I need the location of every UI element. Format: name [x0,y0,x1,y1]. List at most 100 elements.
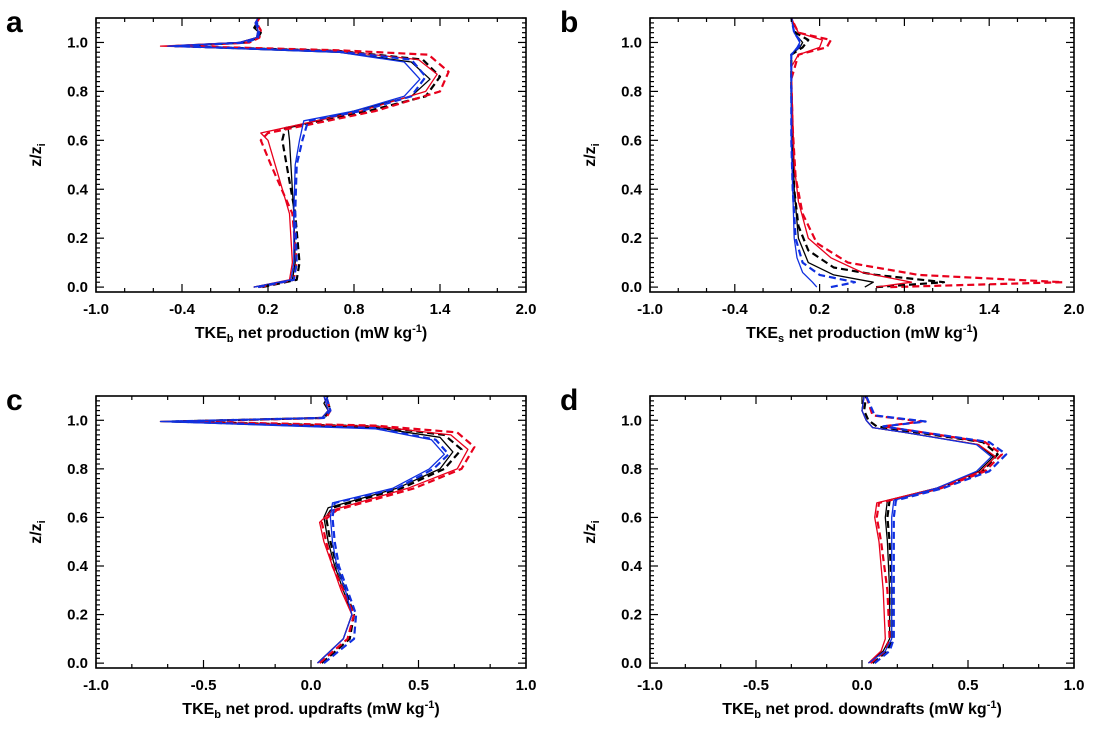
panel-label: d [560,384,578,417]
x-tick-label: 1.0 [516,677,537,694]
y-tick-label: 0.0 [67,655,88,672]
x-axis-title-superscript: -1 [412,323,422,335]
x-tick-label: 2.0 [516,301,537,318]
series-line-red-dash [180,17,450,289]
y-tick-label: 0.0 [67,279,88,296]
x-axis-title-close: ) [434,701,439,718]
y-tick-label: 0.2 [67,230,88,247]
y-tick-label: 0.6 [67,509,88,526]
x-tick-label: 2.0 [1064,301,1085,318]
x-tick-label: 0.8 [894,301,915,318]
y-tick-label: 0.2 [67,607,88,624]
x-tick-label: 0.2 [809,301,830,318]
y-tick-label: 0.6 [621,509,642,526]
x-tick-label: -1.0 [83,301,109,318]
y-tick-label: 0.6 [67,132,88,149]
y-tick-label: 0.8 [67,83,88,100]
y-tick-label: 1.0 [67,34,88,51]
y-tick-label: 0.6 [621,132,642,149]
x-axis-title-main: TKE [722,701,754,718]
plot-frame [95,17,527,293]
x-tick-label: -0.5 [191,677,217,694]
series-line-black-solid [790,17,874,288]
plot-frame [649,17,1075,293]
series-line-blue-solid [167,17,421,288]
chart-panel-a: -1.0 -0.4 0.2 0.8 1.4 2.0 0.0 0.2 0.4 0.6 0.8 1.0 TK… [6,6,536,345]
y-tick-label: 0.4 [621,181,643,198]
x-axis-title-close: ) [996,701,1001,718]
x-tick-label: 0.0 [301,677,322,694]
x-axis-title-main: TKE [746,325,778,342]
series-line-black-solid [159,395,454,664]
y-axis-title-subscript: i [590,520,602,523]
panel-label: a [6,6,23,39]
y-tick-label: 1.0 [621,412,642,429]
x-tick-label: 1.0 [1064,677,1085,694]
series-line-red-dash [790,17,1064,289]
x-tick-label: 0.2 [258,301,279,318]
y-axis-title-main: z/z [582,146,599,166]
x-axis-title-text: net prod. updrafts (mW kg [221,701,425,718]
panel-label: c [6,384,23,417]
x-axis-title-superscript: -1 [425,699,435,711]
series-line-black-dash [173,17,442,289]
x-axis-title-main: TKE [195,325,227,342]
y-axis-title: z/zi [28,143,48,167]
x-tick-label: -0.4 [169,301,196,318]
x-axis-title: TKEb net prod. downdrafts (mW kg-1) [722,699,1002,721]
x-axis-title: TKEs net production (mW kg-1) [746,323,978,345]
x-axis-title-superscript: -1 [963,323,973,335]
x-tick-label: 0.0 [852,677,873,694]
x-tick-label: 0.5 [958,677,979,694]
x-axis-title: TKEb net production (mW kg-1) [195,323,428,345]
y-axis-title: z/zi [28,520,48,544]
x-tick-label: 0.5 [408,677,429,694]
series-line-blue-solid [861,395,992,664]
y-axis-title-subscript: i [36,143,48,146]
chart-panel-c: -1.0 -0.5 0.0 0.5 1.0 0.0 0.2 0.4 0.6 0.8 1.0 TKEb … [6,384,536,721]
y-tick-label: 0.8 [621,461,642,478]
x-tick-label: -1.0 [83,677,109,694]
y-tick-label: 0.4 [621,558,643,575]
y-axis-title-subscript: i [590,143,602,146]
series-line-red-solid [790,17,913,288]
chart-panel-b: -1.0 -0.4 0.2 0.8 1.4 2.0 0.0 0.2 0.4 0.6 0.8 1.0 TK… [560,6,1084,345]
chart-panel-d: -1.0 -0.5 0.0 0.5 1.0 0.0 0.2 0.4 0.6 0.8 1.0 TKEb … [560,384,1084,721]
x-axis-title-subscript: b [754,709,761,721]
x-axis-title-subscript: b [214,709,221,721]
x-tick-label: 0.8 [344,301,365,318]
x-axis-title: TKEb net prod. updrafts (mW kg-1) [182,699,439,721]
x-axis-title-main: TKE [182,701,214,718]
y-axis-title-main: z/z [28,523,45,543]
series-line-blue-dash [790,17,857,289]
x-tick-label: 1.4 [979,301,1001,318]
y-tick-label: 0.2 [621,230,642,247]
series-line-black-dash [790,17,946,289]
y-tick-label: 1.0 [67,412,88,429]
y-tick-label: 0.2 [621,607,642,624]
y-tick-label: 0.8 [621,83,642,100]
series-line-blue-dash [865,395,1008,664]
x-axis-title-text: net production (mW kg [233,325,412,342]
series-line-red-solid [159,395,469,664]
panel-label: b [560,6,578,39]
x-tick-label: -1.0 [637,301,663,318]
x-tick-label: -1.0 [637,677,663,694]
y-axis-title-subscript: i [36,520,48,523]
series-line-blue-dash [173,17,427,289]
y-axis-title: z/zi [582,143,602,167]
x-tick-label: 1.4 [430,301,452,318]
x-axis-title-superscript: -1 [987,699,997,711]
series-line-blue-solid [159,395,445,664]
x-axis-title-subscript: s [778,333,784,345]
y-tick-label: 1.0 [621,34,642,51]
y-axis-title-main: z/z [28,146,45,166]
x-axis-title-close: ) [422,325,427,342]
x-axis-title-text: net prod. downdrafts (mW kg [761,701,987,718]
x-axis-title-subscript: b [227,333,234,345]
y-tick-label: 0.8 [67,461,88,478]
series-line-blue-dash [170,395,450,664]
y-axis-title: z/zi [582,520,602,544]
